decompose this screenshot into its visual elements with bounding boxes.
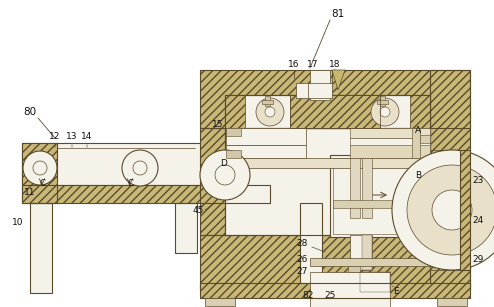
Circle shape (133, 161, 147, 175)
Text: 17: 17 (307, 60, 319, 68)
Circle shape (265, 107, 275, 117)
Bar (380, 96, 385, 106)
Text: C: C (127, 178, 133, 188)
Text: 26: 26 (296, 255, 308, 265)
Bar (226, 128, 306, 145)
Circle shape (392, 150, 494, 270)
Circle shape (371, 98, 399, 126)
Bar (205, 298, 235, 306)
Bar (200, 128, 225, 235)
Bar (350, 235, 372, 270)
Text: 28: 28 (296, 239, 308, 247)
Bar (362, 158, 372, 218)
Bar (265, 96, 270, 106)
Bar (310, 70, 330, 100)
Bar (226, 128, 241, 136)
Text: 16: 16 (288, 60, 300, 68)
Bar (333, 158, 427, 234)
Text: 12: 12 (49, 131, 61, 141)
Bar (200, 235, 470, 290)
Bar (200, 235, 470, 290)
Bar (22, 143, 57, 203)
Circle shape (256, 98, 284, 126)
Text: 29: 29 (472, 255, 484, 265)
Bar (296, 83, 310, 98)
Bar (460, 150, 470, 270)
Bar (412, 128, 420, 158)
Bar (333, 200, 427, 208)
Text: 82: 82 (302, 292, 314, 301)
Bar (348, 266, 360, 272)
Bar (290, 95, 380, 128)
Bar (22, 185, 270, 203)
Bar (200, 128, 225, 235)
Bar (350, 158, 360, 218)
Bar (226, 158, 426, 168)
Bar (200, 70, 470, 128)
Text: 81: 81 (331, 9, 345, 19)
Bar (430, 70, 470, 290)
Text: 11: 11 (24, 188, 36, 196)
Bar (350, 128, 430, 138)
Bar (226, 150, 241, 158)
Circle shape (407, 165, 494, 255)
Bar (22, 143, 270, 185)
Bar (262, 100, 273, 104)
Bar (330, 155, 430, 237)
Bar (225, 95, 430, 128)
Text: 25: 25 (325, 292, 336, 301)
Bar (308, 83, 332, 98)
Circle shape (23, 151, 57, 185)
Polygon shape (332, 70, 345, 90)
Bar (310, 272, 390, 307)
Circle shape (380, 107, 390, 117)
Bar (420, 135, 430, 143)
Text: D: D (220, 158, 227, 168)
Bar (200, 283, 470, 298)
Bar (290, 95, 380, 128)
Bar (30, 203, 52, 293)
Text: 45: 45 (192, 205, 204, 215)
Bar (460, 150, 470, 270)
Bar (225, 95, 430, 128)
Text: B: B (415, 170, 421, 180)
Circle shape (33, 161, 47, 175)
Bar (360, 272, 390, 292)
Text: 13: 13 (66, 131, 78, 141)
Bar (437, 298, 467, 306)
Circle shape (200, 150, 250, 200)
Bar (175, 203, 197, 253)
Bar (430, 150, 470, 270)
Bar (200, 70, 470, 128)
Bar (226, 145, 306, 158)
Text: E: E (393, 287, 399, 297)
Bar (300, 203, 322, 283)
Bar (22, 185, 270, 203)
Bar (350, 138, 430, 146)
Text: 24: 24 (472, 216, 484, 224)
Circle shape (122, 150, 158, 186)
Bar (225, 128, 430, 235)
Bar (22, 143, 57, 203)
Text: 10: 10 (12, 217, 24, 227)
Bar (350, 145, 430, 158)
Bar (362, 235, 372, 270)
Text: C: C (39, 178, 45, 188)
Bar (410, 95, 430, 128)
Text: 18: 18 (329, 60, 341, 68)
Bar (310, 258, 430, 266)
Bar (430, 70, 470, 290)
Text: 23: 23 (472, 176, 484, 185)
Circle shape (215, 165, 235, 185)
Circle shape (432, 190, 472, 230)
Text: A: A (415, 126, 421, 134)
Text: 15: 15 (212, 119, 224, 129)
Bar (200, 283, 470, 298)
Text: 27: 27 (296, 267, 308, 277)
Bar (225, 95, 245, 128)
Text: 14: 14 (82, 131, 93, 141)
Bar (377, 100, 388, 104)
Text: 80: 80 (23, 107, 37, 117)
